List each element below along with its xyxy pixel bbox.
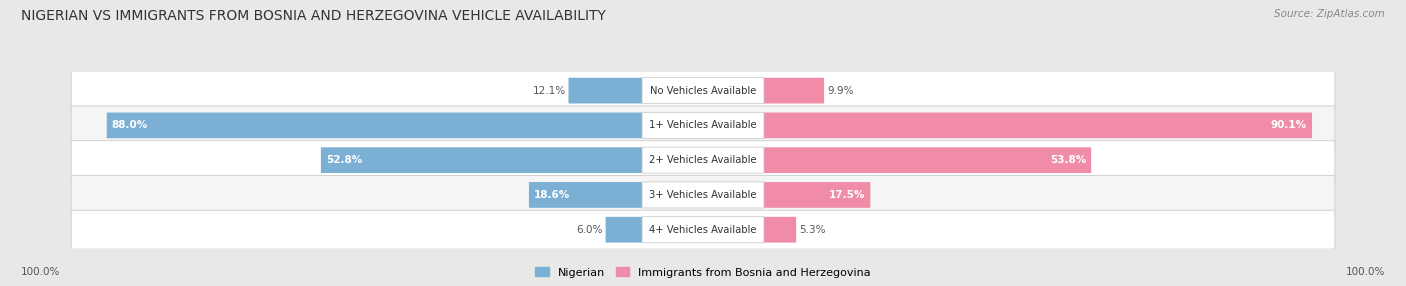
Text: Source: ZipAtlas.com: Source: ZipAtlas.com: [1274, 9, 1385, 19]
Text: NIGERIAN VS IMMIGRANTS FROM BOSNIA AND HERZEGOVINA VEHICLE AVAILABILITY: NIGERIAN VS IMMIGRANTS FROM BOSNIA AND H…: [21, 9, 606, 23]
FancyBboxPatch shape: [107, 112, 643, 138]
FancyBboxPatch shape: [763, 217, 796, 243]
Text: 12.1%: 12.1%: [533, 86, 565, 96]
FancyBboxPatch shape: [643, 182, 763, 208]
Text: 1+ Vehicles Available: 1+ Vehicles Available: [650, 120, 756, 130]
FancyBboxPatch shape: [643, 217, 763, 243]
FancyBboxPatch shape: [606, 217, 643, 243]
Text: 100.0%: 100.0%: [1346, 267, 1385, 277]
Text: 4+ Vehicles Available: 4+ Vehicles Available: [650, 225, 756, 235]
Text: 3+ Vehicles Available: 3+ Vehicles Available: [650, 190, 756, 200]
FancyBboxPatch shape: [643, 147, 763, 173]
Text: No Vehicles Available: No Vehicles Available: [650, 86, 756, 96]
Text: 88.0%: 88.0%: [111, 120, 148, 130]
FancyBboxPatch shape: [72, 141, 1334, 180]
Text: 5.3%: 5.3%: [799, 225, 825, 235]
FancyBboxPatch shape: [763, 78, 824, 104]
FancyBboxPatch shape: [643, 112, 763, 138]
FancyBboxPatch shape: [529, 182, 643, 208]
FancyBboxPatch shape: [72, 210, 1334, 249]
FancyBboxPatch shape: [72, 175, 1334, 214]
FancyBboxPatch shape: [321, 147, 643, 173]
Text: 6.0%: 6.0%: [576, 225, 603, 235]
Text: 17.5%: 17.5%: [830, 190, 866, 200]
Text: 52.8%: 52.8%: [326, 155, 363, 165]
Text: 53.8%: 53.8%: [1050, 155, 1087, 165]
Text: 18.6%: 18.6%: [534, 190, 569, 200]
FancyBboxPatch shape: [643, 78, 763, 104]
FancyBboxPatch shape: [568, 78, 643, 104]
Text: 90.1%: 90.1%: [1271, 120, 1308, 130]
FancyBboxPatch shape: [763, 182, 870, 208]
FancyBboxPatch shape: [763, 112, 1312, 138]
Text: 2+ Vehicles Available: 2+ Vehicles Available: [650, 155, 756, 165]
FancyBboxPatch shape: [72, 106, 1334, 145]
FancyBboxPatch shape: [72, 71, 1334, 110]
Legend: Nigerian, Immigrants from Bosnia and Herzegovina: Nigerian, Immigrants from Bosnia and Her…: [536, 267, 870, 278]
Text: 9.9%: 9.9%: [827, 86, 853, 96]
FancyBboxPatch shape: [763, 147, 1091, 173]
Text: 100.0%: 100.0%: [21, 267, 60, 277]
